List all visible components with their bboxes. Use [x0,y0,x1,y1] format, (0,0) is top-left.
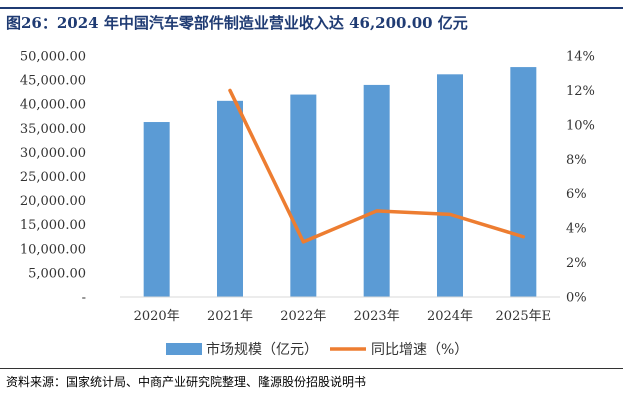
bar [217,100,243,298]
line-point [229,89,231,92]
line-point [522,235,525,238]
top-rule [0,7,623,9]
legend-label-bar: 市场规模（亿元） [206,341,318,358]
right-tick-label: 0% [566,291,587,306]
left-axis-ticks: - 5,000.00 10,000.00 15,000.00 20,000.00 25,0… [20,50,86,306]
left-tick-label: 10,000.00 [20,242,86,257]
legend-label-line: 同比增速（%） [371,342,468,358]
bar [437,74,463,297]
right-tick-label: 12% [566,84,595,99]
chart: - 5,000.00 10,000.00 15,000.00 20,000.00 25,0… [20,50,595,359]
x-tick-label: 2020年 [134,309,180,324]
bar [143,122,170,297]
right-axis-ticks: 0% 2% 4% 6% 8% 10% 12% 14% [566,50,595,306]
right-tick-label: 14% [566,50,595,65]
bar-series [143,67,537,298]
left-tick-label: 25,000.00 [20,170,86,185]
x-tick-label: 2021年 [207,309,253,324]
legend: 市场规模（亿元） 同比增速（%） [166,341,468,358]
x-tick-label: 2025年E [496,309,552,324]
bar [510,67,537,297]
figure-title: 图26：2024 年中国汽车零部件制造业营业收入达 46,200.00 亿元 [6,14,468,32]
bottom-rule [0,368,623,369]
right-tick-label: 6% [566,187,587,202]
left-tick-label: 15,000.00 [20,218,86,233]
right-tick-label: 10% [566,118,595,133]
x-tick-label: 2024年 [427,309,473,324]
left-tick-label: 50,000.00 [20,50,86,65]
line-point [375,209,378,212]
right-tick-label: 4% [566,222,587,237]
left-tick-label: 30,000.00 [20,146,86,161]
left-tick-label: 20,000.00 [20,194,86,209]
left-tick-label: - [82,291,86,306]
legend-swatch-bar [166,343,202,355]
bar [290,94,317,297]
left-tick-label: 5,000.00 [28,266,86,281]
line-point [449,213,451,216]
x-tick-label: 2023年 [354,309,400,324]
line-point [302,240,305,243]
left-tick-label: 40,000.00 [20,98,86,113]
left-tick-label: 35,000.00 [20,122,86,137]
right-tick-label: 8% [566,153,587,168]
left-tick-label: 45,000.00 [20,74,86,89]
x-axis-ticks: 2020年 2021年 2022年 2023年 2024年 2025年E [120,296,560,324]
source-note: 资料来源：国家统计局、中商产业研究院整理、隆源股份招股说明书 [6,375,367,389]
line-series [228,88,526,244]
x-tick-label: 2022年 [280,309,326,324]
bar [363,84,390,297]
right-tick-label: 2% [566,256,587,271]
